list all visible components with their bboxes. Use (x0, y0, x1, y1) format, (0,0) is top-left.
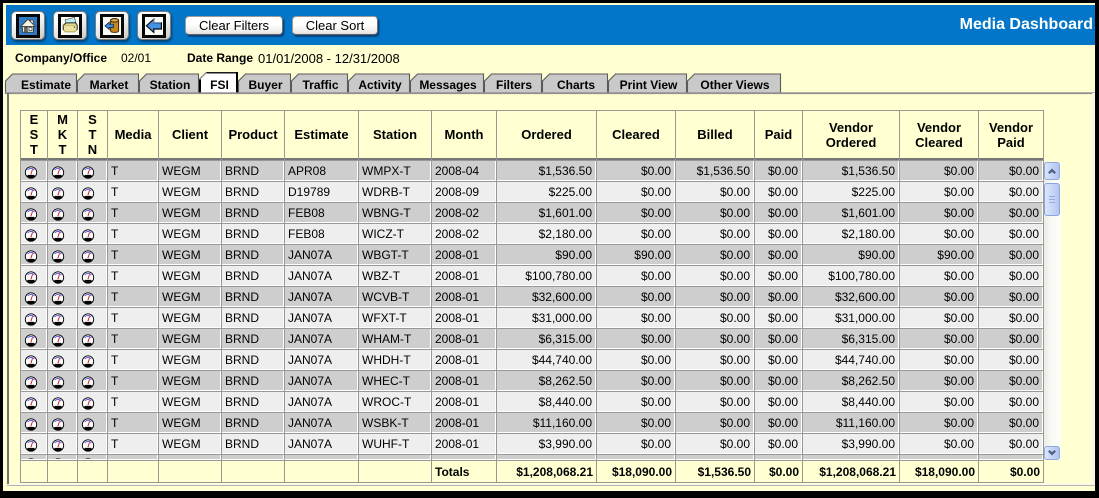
svg-text:Market: Market (90, 78, 129, 92)
svg-text:Other Views: Other Views (700, 78, 769, 92)
svg-text:Activity: Activity (358, 78, 402, 92)
svg-text:Buyer: Buyer (248, 78, 282, 92)
svg-text:Traffic: Traffic (302, 78, 338, 92)
svg-text:Filters: Filters (496, 78, 532, 92)
svg-text:FSI: FSI (210, 78, 229, 92)
svg-text:Estimate: Estimate (21, 78, 71, 92)
svg-text:Print View: Print View (620, 78, 678, 92)
svg-text:Charts: Charts (557, 78, 595, 92)
svg-text:Messages: Messages (419, 78, 477, 92)
svg-text:Station: Station (150, 78, 191, 92)
